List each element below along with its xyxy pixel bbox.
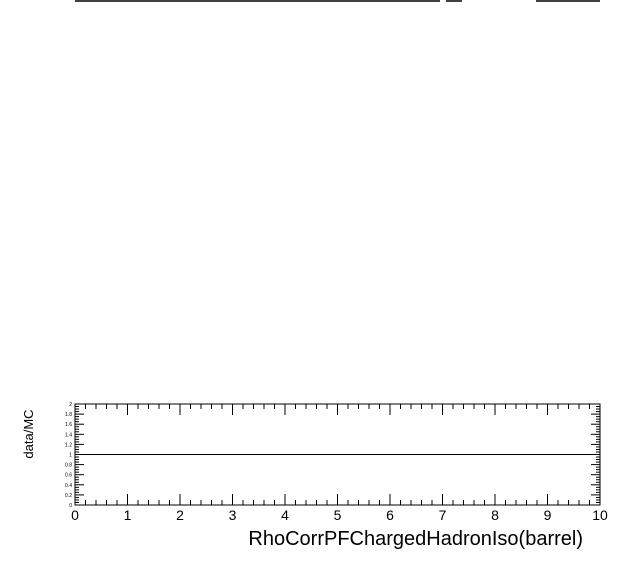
x-tick-label: 2 [176, 507, 184, 523]
x-axis-ticks [74, 404, 601, 505]
y-axis-tick-labels: 0 0.2 0.4 0.6 0.8 1 1.2 1.4 1.6 1.8 2 [65, 402, 72, 509]
y-axis-ticks [75, 403, 600, 506]
x-axis-tick-labels: 0 1 2 3 4 5 6 7 8 9 10 [71, 507, 608, 523]
y-tick-label: 0.8 [65, 463, 72, 469]
x-tick-label: 8 [491, 507, 499, 523]
x-axis-label: RhoCorrPFChargedHadronIso(barrel) [248, 528, 583, 550]
x-tick-label: 1 [124, 507, 132, 523]
y-tick-label: 1.6 [65, 422, 72, 428]
x-tick-label: 4 [281, 507, 289, 523]
x-tick-label: 3 [229, 507, 237, 523]
x-tick-label: 10 [592, 507, 608, 523]
y-tick-label: 1 [69, 453, 72, 459]
x-tick-label: 7 [439, 507, 447, 523]
y-tick-label: 1.2 [65, 442, 72, 448]
y-tick-label: 0 [69, 503, 72, 509]
y-tick-label: 1.8 [65, 412, 72, 418]
y-tick-label: 0.4 [65, 483, 72, 489]
y-tick-label: 2 [69, 402, 72, 408]
x-tick-label: 9 [544, 507, 552, 523]
y-tick-label: 0.6 [65, 473, 72, 479]
x-tick-label: 0 [71, 507, 79, 523]
x-tick-label: 6 [386, 507, 394, 523]
x-tick-label: 5 [334, 507, 342, 523]
y-axis-label: data/MC [21, 409, 36, 458]
y-tick-label: 1.4 [65, 432, 72, 438]
y-tick-label: 0.2 [65, 493, 72, 499]
